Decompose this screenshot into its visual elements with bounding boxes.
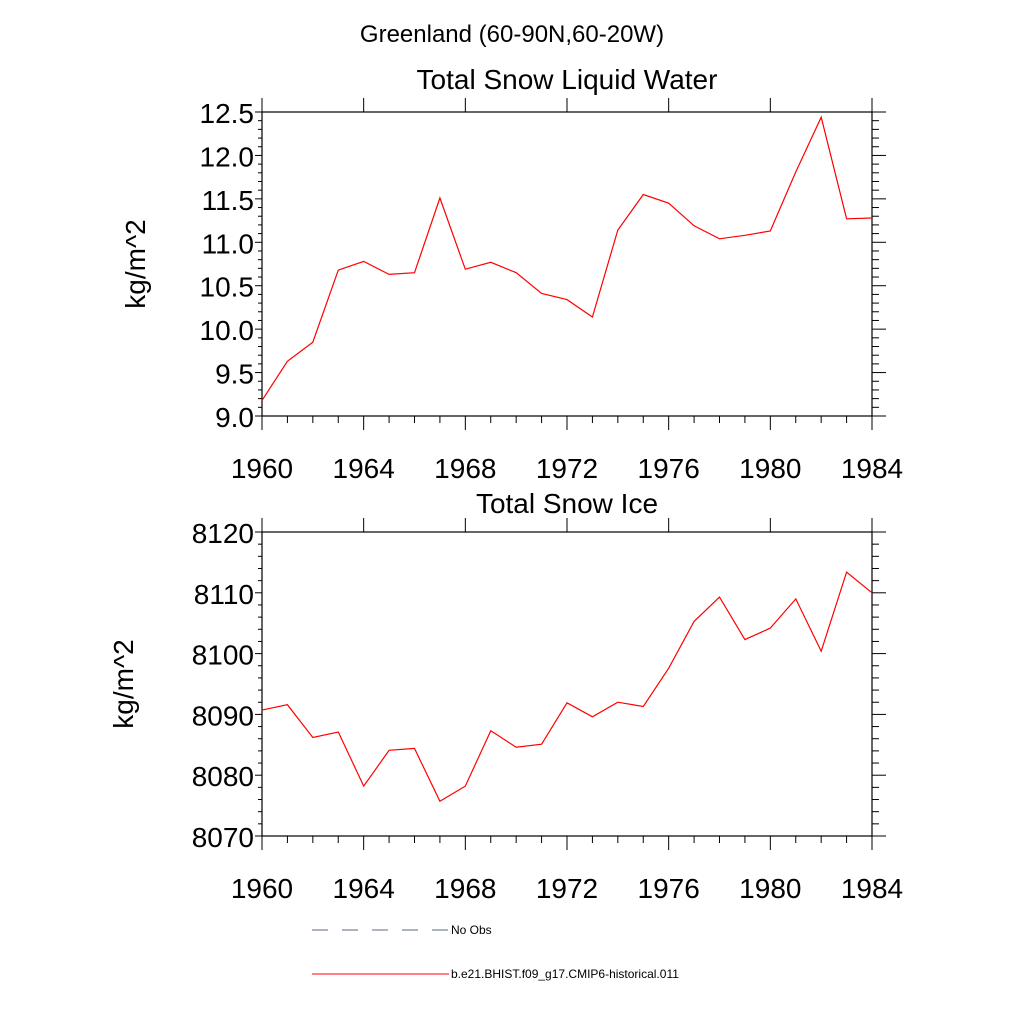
tick-marks	[255, 518, 886, 850]
chart-title: Total Snow Ice	[476, 488, 658, 519]
x-tick-label: 1984	[841, 453, 903, 484]
series-line	[261, 115, 873, 401]
panel-snow-liquid-water: Total Snow Liquid Water kg/m^2 9.0 9.5 10.…	[120, 64, 903, 484]
y-tick-label: 11.5	[202, 185, 254, 216]
legend-label-no-obs: No Obs	[451, 923, 492, 937]
y-tick-labels: 8070 8080 8090 8100 8110 8120	[192, 518, 254, 853]
y-tick-label: 9.0	[215, 402, 254, 433]
y-tick-label: 9.5	[215, 359, 254, 390]
series-lines	[261, 571, 873, 803]
x-tick-label: 1964	[333, 453, 395, 484]
x-tick-label: 1976	[638, 873, 700, 904]
x-tick-label: 1980	[739, 453, 801, 484]
y-tick-label: 8070	[192, 822, 254, 853]
y-tick-labels: 9.0 9.5 10.0 10.5 11.0 11.5 12.0 12.5	[200, 98, 255, 433]
legend-label-model: b.e21.BHIST.f09_g17.CMIP6-historical.011	[451, 967, 679, 981]
tick-marks	[255, 98, 886, 430]
y-tick-label: 12.0	[200, 141, 255, 172]
y-tick-label: 12.5	[200, 98, 255, 129]
x-tick-label: 1964	[333, 873, 395, 904]
x-tick-label: 1960	[231, 453, 293, 484]
x-tick-label: 1984	[841, 873, 903, 904]
y-tick-label: 8080	[192, 761, 254, 792]
x-tick-labels: 1960 1964 1968 1972 1976 1980 1984	[231, 873, 903, 904]
y-tick-label: 8100	[192, 640, 254, 671]
y-tick-label: 10.0	[200, 315, 255, 346]
plot-frame	[261, 531, 873, 837]
series-line	[261, 571, 873, 803]
x-tick-label: 1972	[536, 873, 598, 904]
x-tick-label: 1972	[536, 453, 598, 484]
series-lines	[261, 115, 873, 401]
x-tick-label: 1960	[231, 873, 293, 904]
x-tick-label: 1968	[434, 453, 496, 484]
y-axis-label: kg/m^2	[120, 219, 151, 308]
x-tick-label: 1976	[638, 453, 700, 484]
y-tick-label: 8120	[192, 518, 254, 549]
legend: No Obs b.e21.BHIST.f09_g17.CMIP6-histori…	[312, 923, 679, 981]
y-axis-label: kg/m^2	[108, 639, 139, 728]
x-tick-label: 1968	[434, 873, 496, 904]
y-tick-label: 11.0	[202, 228, 254, 259]
y-tick-label: 8090	[192, 700, 254, 731]
y-tick-label: 8110	[194, 579, 254, 610]
figure-title: Greenland (60-90N,60-20W)	[360, 21, 664, 48]
x-tick-label: 1980	[739, 873, 801, 904]
panel-snow-ice: Total Snow Ice kg/m^2 8070 8080 8090 8100 81…	[108, 488, 903, 904]
plot-frame	[261, 111, 873, 417]
x-tick-labels: 1960 1964 1968 1972 1976 1980 1984	[231, 453, 903, 484]
y-tick-label: 10.5	[200, 272, 255, 303]
chart-title: Total Snow Liquid Water	[417, 64, 718, 95]
